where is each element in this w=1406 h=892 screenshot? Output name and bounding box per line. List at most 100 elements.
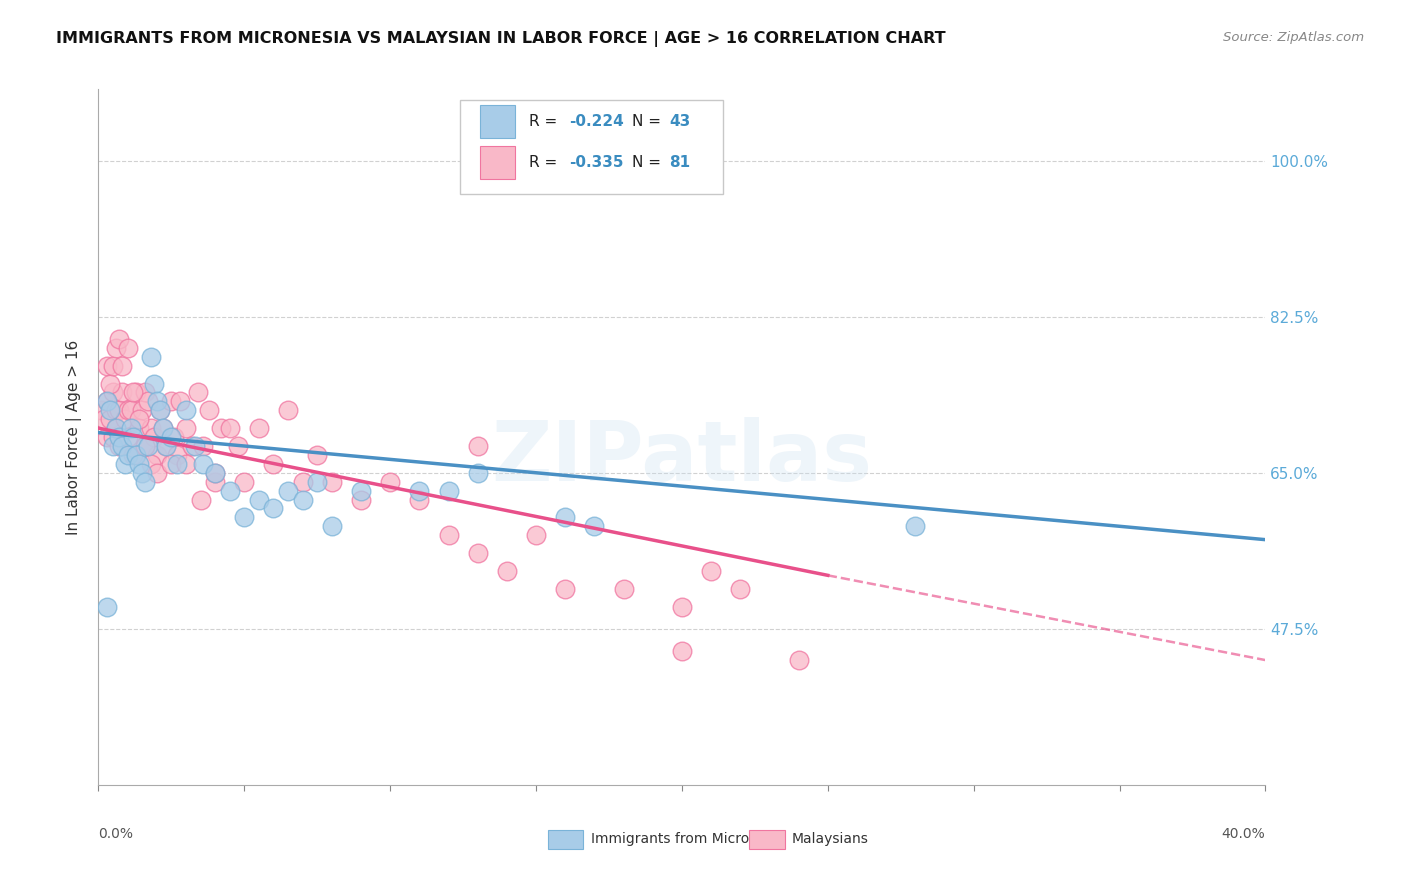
Point bbox=[146, 466, 169, 480]
Point bbox=[247, 421, 270, 435]
Point bbox=[134, 439, 156, 453]
Point bbox=[169, 394, 191, 409]
Point bbox=[149, 403, 172, 417]
Point bbox=[262, 457, 284, 471]
Point bbox=[139, 421, 162, 435]
Point bbox=[142, 376, 165, 391]
Point bbox=[125, 448, 148, 462]
Point bbox=[108, 430, 131, 444]
Point bbox=[198, 403, 221, 417]
Point bbox=[139, 350, 162, 364]
Point bbox=[408, 483, 430, 498]
Point bbox=[467, 546, 489, 560]
Point bbox=[111, 359, 134, 373]
Point bbox=[155, 439, 177, 453]
Point bbox=[233, 475, 256, 489]
Point bbox=[155, 439, 177, 453]
Point bbox=[166, 448, 188, 462]
Point bbox=[120, 403, 142, 417]
Text: N =: N = bbox=[631, 113, 665, 128]
Point bbox=[101, 385, 124, 400]
FancyBboxPatch shape bbox=[479, 145, 515, 179]
Point bbox=[321, 475, 343, 489]
Point bbox=[117, 448, 139, 462]
Point bbox=[117, 403, 139, 417]
Point bbox=[350, 492, 373, 507]
Point bbox=[117, 430, 139, 444]
Point bbox=[204, 466, 226, 480]
Point bbox=[90, 403, 112, 417]
Point bbox=[787, 653, 810, 667]
Point bbox=[125, 385, 148, 400]
Point bbox=[612, 582, 634, 596]
Point bbox=[700, 564, 723, 578]
Point bbox=[467, 466, 489, 480]
Point bbox=[134, 439, 156, 453]
Point bbox=[262, 501, 284, 516]
Point bbox=[671, 644, 693, 658]
Point bbox=[96, 430, 118, 444]
Text: 0.0%: 0.0% bbox=[98, 827, 134, 841]
Text: N =: N = bbox=[631, 154, 665, 169]
Point bbox=[114, 457, 136, 471]
Point bbox=[122, 430, 145, 444]
Point bbox=[149, 403, 172, 417]
Point bbox=[146, 394, 169, 409]
Point bbox=[160, 394, 183, 409]
Point bbox=[134, 475, 156, 489]
Point bbox=[380, 475, 402, 489]
Point bbox=[136, 394, 159, 409]
Point bbox=[117, 341, 139, 355]
Point bbox=[134, 385, 156, 400]
Point bbox=[671, 599, 693, 614]
Point bbox=[104, 403, 127, 417]
Point bbox=[108, 332, 131, 346]
Point bbox=[408, 492, 430, 507]
Point bbox=[108, 439, 131, 453]
Point bbox=[174, 421, 197, 435]
Point bbox=[183, 439, 205, 453]
Text: R =: R = bbox=[529, 113, 562, 128]
Text: R =: R = bbox=[529, 154, 562, 169]
Point bbox=[554, 582, 576, 596]
Y-axis label: In Labor Force | Age > 16: In Labor Force | Age > 16 bbox=[66, 340, 83, 534]
Point bbox=[204, 475, 226, 489]
Point bbox=[307, 475, 329, 489]
Point bbox=[98, 412, 121, 426]
Point bbox=[174, 457, 197, 471]
Point bbox=[730, 582, 752, 596]
Point bbox=[190, 492, 212, 507]
Point bbox=[524, 528, 547, 542]
Point bbox=[350, 483, 373, 498]
Text: Malaysians: Malaysians bbox=[792, 832, 869, 847]
Point bbox=[111, 439, 134, 453]
Point bbox=[152, 421, 174, 435]
Text: -0.224: -0.224 bbox=[568, 113, 623, 128]
Point bbox=[131, 466, 153, 480]
Point bbox=[180, 439, 202, 453]
Point bbox=[142, 430, 165, 444]
Point bbox=[104, 421, 127, 435]
Point bbox=[163, 430, 186, 444]
Text: Immigrants from Micronesia: Immigrants from Micronesia bbox=[591, 832, 786, 847]
Point bbox=[104, 421, 127, 435]
Point bbox=[204, 466, 226, 480]
Text: 40.0%: 40.0% bbox=[1222, 827, 1265, 841]
Point bbox=[128, 457, 150, 471]
Point bbox=[128, 421, 150, 435]
FancyBboxPatch shape bbox=[460, 100, 723, 194]
Point bbox=[277, 483, 299, 498]
Point bbox=[247, 492, 270, 507]
Point bbox=[96, 359, 118, 373]
Point bbox=[496, 564, 519, 578]
Point bbox=[139, 457, 162, 471]
Point bbox=[160, 457, 183, 471]
Point bbox=[233, 510, 256, 524]
Point bbox=[193, 457, 215, 471]
Point bbox=[904, 519, 927, 533]
Point bbox=[96, 394, 118, 409]
Point bbox=[120, 421, 142, 435]
Point bbox=[96, 599, 118, 614]
Point bbox=[209, 421, 232, 435]
Point bbox=[174, 403, 197, 417]
